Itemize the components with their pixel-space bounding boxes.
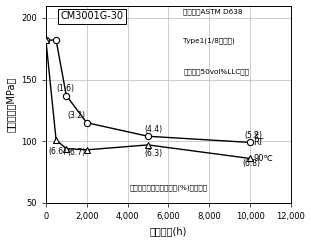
Y-axis label: 引張強さ（MPa）: 引張強さ（MPa） [6, 76, 16, 132]
Text: (6.6): (6.6) [48, 147, 66, 156]
Text: (3.2): (3.2) [67, 111, 85, 120]
Text: (5.2): (5.2) [244, 131, 262, 140]
Text: 試験片：ASTM D638: 試験片：ASTM D638 [183, 8, 243, 15]
Text: 処理液：50vol%LLC溪液: 処理液：50vol%LLC溪液 [183, 69, 249, 75]
Text: 90℃: 90℃ [253, 154, 273, 163]
Text: RT: RT [253, 138, 263, 147]
Text: 注（　）内は重鈇増加率(%)を示す。: 注（ ）内は重鈇増加率(%)を示す。 [129, 184, 207, 191]
Text: (6.7): (6.7) [67, 148, 86, 157]
Text: ※: ※ [252, 131, 258, 140]
Text: (1.6): (1.6) [57, 84, 75, 93]
X-axis label: 浸漬時間(h): 浸漬時間(h) [150, 227, 187, 236]
Text: Type1(1/8インチ): Type1(1/8インチ) [183, 37, 235, 44]
Text: (4.4): (4.4) [144, 125, 162, 134]
Text: (6.8): (6.8) [242, 159, 260, 168]
Text: CM3001G-30: CM3001G-30 [61, 11, 123, 22]
Text: (6.3): (6.3) [144, 150, 162, 159]
